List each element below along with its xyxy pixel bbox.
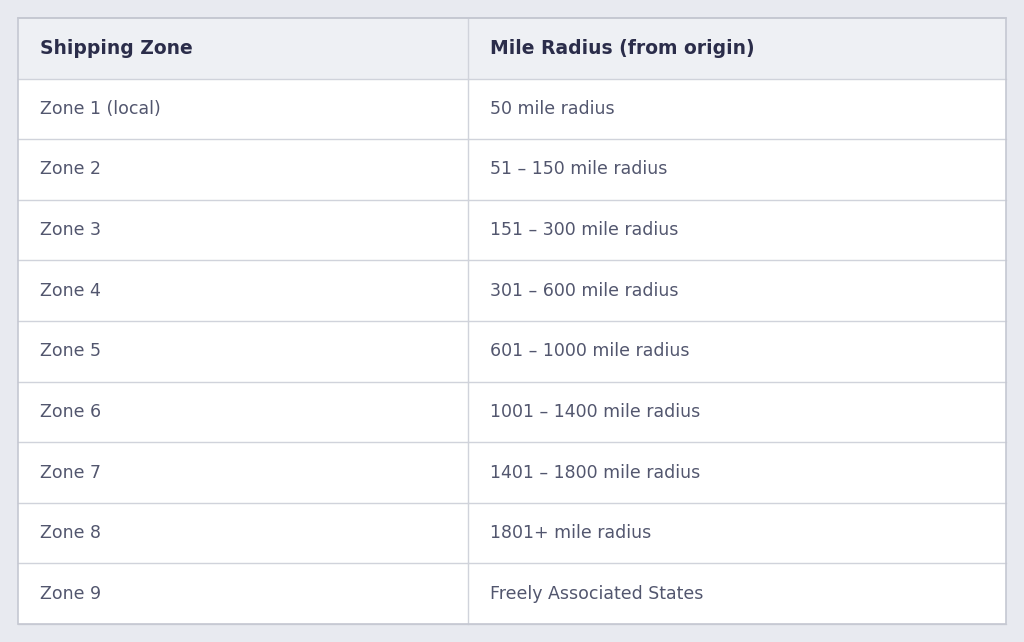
Text: 601 – 1000 mile radius: 601 – 1000 mile radius [489, 342, 689, 360]
Bar [468, 442, 1006, 503]
Bar [18, 78, 468, 139]
Bar [18, 139, 468, 200]
Bar [468, 503, 1006, 564]
Text: Zone 1 (local): Zone 1 (local) [40, 100, 161, 118]
Text: Zone 9: Zone 9 [40, 585, 101, 603]
Bar [18, 442, 468, 503]
Bar [468, 139, 1006, 200]
Bar [18, 321, 468, 381]
Bar [468, 564, 1006, 624]
Bar [468, 381, 1006, 442]
Bar [468, 78, 1006, 139]
Bar [18, 261, 468, 321]
Bar [468, 18, 1006, 78]
Bar [18, 18, 468, 78]
Text: Freely Associated States: Freely Associated States [489, 585, 702, 603]
Bar [18, 381, 468, 442]
Text: 1001 – 1400 mile radius: 1001 – 1400 mile radius [489, 403, 699, 421]
Text: Mile Radius (from origin): Mile Radius (from origin) [489, 39, 754, 58]
Text: Zone 2: Zone 2 [40, 160, 101, 178]
Text: 151 – 300 mile radius: 151 – 300 mile radius [489, 221, 678, 239]
Text: Shipping Zone: Shipping Zone [40, 39, 193, 58]
Text: Zone 3: Zone 3 [40, 221, 101, 239]
Bar [18, 564, 468, 624]
Bar [18, 503, 468, 564]
Bar [468, 261, 1006, 321]
Text: 51 – 150 mile radius: 51 – 150 mile radius [489, 160, 667, 178]
Text: Zone 4: Zone 4 [40, 282, 101, 300]
Bar [18, 200, 468, 261]
Text: Zone 5: Zone 5 [40, 342, 101, 360]
Bar [468, 321, 1006, 381]
Text: Zone 8: Zone 8 [40, 524, 101, 542]
Text: 1801+ mile radius: 1801+ mile radius [489, 524, 651, 542]
Text: 50 mile radius: 50 mile radius [489, 100, 614, 118]
Text: 301 – 600 mile radius: 301 – 600 mile radius [489, 282, 678, 300]
Text: 1401 – 1800 mile radius: 1401 – 1800 mile radius [489, 464, 699, 482]
Text: Zone 7: Zone 7 [40, 464, 101, 482]
Text: Zone 6: Zone 6 [40, 403, 101, 421]
Bar [468, 200, 1006, 261]
